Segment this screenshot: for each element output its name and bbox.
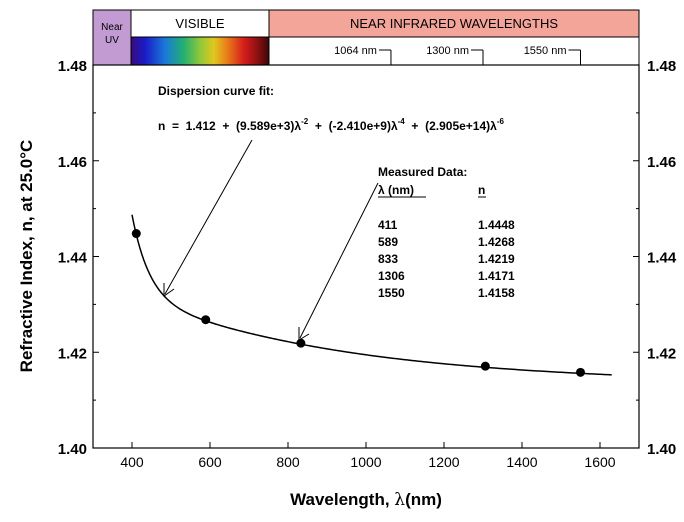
- near-infrared-marker-area: [268, 36, 640, 66]
- data-point: [201, 315, 211, 325]
- data-point: [131, 229, 141, 239]
- visible-spectrum-gradient: [130, 36, 270, 66]
- measured-row-index: 1.4219: [478, 252, 515, 266]
- measured-row-wavelength: 833: [378, 252, 398, 266]
- y-axis-right: 1.40 1.42 1.44 1.46 1.48: [633, 58, 677, 458]
- measured-col-index-header: n: [478, 183, 485, 197]
- y-tick-label-right: 1.42: [647, 345, 676, 362]
- near-infrared-label: NEAR INFRARED WAVELENGTHS: [350, 16, 558, 31]
- y-tick-label-left: 1.40: [58, 441, 87, 458]
- annotation-arrows: [163, 139, 379, 341]
- measured-row-wavelength: 411: [378, 218, 398, 232]
- fit-arrow-head: [163, 283, 175, 297]
- x-tick-label: 600: [198, 454, 222, 470]
- near-uv-label-line1: Near: [101, 22, 123, 33]
- y-tick-label-right: 1.40: [647, 441, 676, 458]
- fit-annotation-equation: n = 1.412 + (9.589e+3)λ-2 + (-2.410e+9)λ…: [158, 117, 504, 133]
- measured-data-table: Measured Data: λ (nm) n 411 1.4448 589 1.42…: [378, 165, 515, 300]
- measured-row-index: 1.4171: [478, 269, 515, 283]
- fit-annotation-title: Dispersion curve fit:: [158, 84, 274, 98]
- data-arrow-line: [299, 182, 379, 339]
- measured-row-index: 1.4268: [478, 235, 515, 249]
- y-tick-label-left: 1.42: [58, 345, 87, 362]
- nir-marker-label: 1300 nm: [426, 45, 469, 57]
- data-points: [131, 229, 585, 377]
- y-tick-label-left: 1.44: [58, 250, 88, 267]
- x-axis: 400 600 800 1000 1200 1400 1600: [120, 442, 616, 470]
- near-uv-label-line2: UV: [105, 35, 119, 46]
- measured-col-wavelength-header: λ (nm): [378, 183, 414, 197]
- data-point: [480, 361, 490, 371]
- data-point: [296, 338, 306, 348]
- data-arrow-head: [298, 327, 310, 341]
- fit-arrow-line: [164, 139, 253, 295]
- y-tick-label-right: 1.48: [647, 58, 676, 75]
- x-tick-label: 1400: [506, 454, 537, 470]
- spectrum-bar: Near UV VISIBLE NEAR INFRARED WAVELENGTH…: [92, 9, 640, 66]
- measured-row-index: 1.4448: [478, 218, 515, 232]
- y-axis-title: Refractive Index, n, at 25.0°C: [17, 140, 36, 373]
- y-tick-label-left: 1.46: [58, 154, 87, 171]
- nir-marker-label: 1550 nm: [524, 45, 567, 57]
- x-tick-label: 800: [276, 454, 300, 470]
- y-tick-label-right: 1.44: [647, 250, 677, 267]
- near-infrared-band: [268, 9, 640, 38]
- visible-band-label-box: [130, 9, 270, 38]
- measured-row-wavelength: 1306: [378, 269, 405, 283]
- measured-data-title: Measured Data:: [378, 165, 467, 179]
- nir-marker-label: 1064 nm: [334, 45, 377, 57]
- x-tick-label: 1200: [428, 454, 459, 470]
- dispersion-fit-curve: [131, 214, 612, 376]
- x-tick-label: 400: [120, 454, 144, 470]
- visible-label: VISIBLE: [175, 16, 224, 31]
- y-tick-label-right: 1.46: [647, 154, 676, 171]
- x-tick-label: 1000: [350, 454, 381, 470]
- measured-row-wavelength: 1550: [378, 286, 405, 300]
- measured-row-wavelength: 589: [378, 235, 398, 249]
- data-point: [576, 367, 585, 377]
- near-uv-band: [92, 9, 132, 66]
- x-axis-title: Wavelength, λ(nm): [290, 490, 442, 510]
- y-tick-label-left: 1.48: [58, 58, 87, 75]
- y-axis-left: 1.40 1.42 1.44 1.46 1.48: [58, 58, 99, 458]
- measured-row-index: 1.4158: [478, 286, 515, 300]
- near-infrared-markers: 1064 nm 1300 nm 1550 nm: [334, 45, 581, 65]
- x-tick-label: 1600: [584, 454, 615, 470]
